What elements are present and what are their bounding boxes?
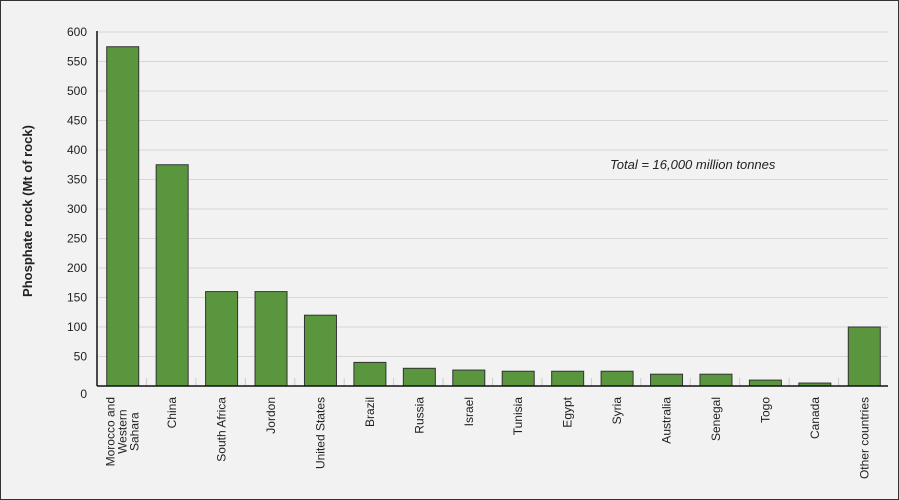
x-category-label: Russia bbox=[412, 397, 426, 434]
x-category-label: United States bbox=[313, 397, 327, 469]
x-category-label-line: Morocco and bbox=[104, 397, 118, 466]
y-tick-label: 550 bbox=[67, 55, 87, 69]
x-category-label: Jordon bbox=[264, 397, 278, 434]
x-category-label-line: China bbox=[165, 397, 179, 429]
bar bbox=[699, 373, 733, 387]
x-category-label-line: Australia bbox=[660, 397, 674, 444]
x-category-label-line: Egypt bbox=[561, 396, 575, 427]
y-tick-label: 450 bbox=[67, 114, 87, 128]
bar bbox=[106, 46, 140, 387]
x-category-label: Australia bbox=[660, 397, 674, 444]
x-category-label: Togo bbox=[758, 397, 772, 423]
x-category-label-line: Tunisia bbox=[511, 397, 525, 436]
x-category-label-line: Syria bbox=[610, 397, 624, 425]
x-category-label: Other countries bbox=[857, 397, 871, 479]
bar bbox=[551, 370, 585, 387]
bars bbox=[106, 46, 881, 387]
x-category-label-line: Canada bbox=[808, 397, 822, 439]
bar bbox=[254, 291, 288, 387]
bar bbox=[600, 370, 634, 387]
bar bbox=[303, 314, 337, 387]
y-tick-label: 0 bbox=[80, 387, 87, 401]
x-category-label-line: Senegal bbox=[709, 397, 723, 441]
bar bbox=[353, 361, 387, 387]
x-category-label-line: South Africa bbox=[215, 397, 229, 462]
bar bbox=[205, 291, 239, 387]
y-tick-label: 600 bbox=[67, 25, 87, 39]
x-category-label-line: Togo bbox=[758, 397, 772, 423]
y-tick-label: 250 bbox=[67, 232, 87, 246]
x-category-label: China bbox=[165, 397, 179, 429]
y-tick-label: 400 bbox=[67, 143, 87, 157]
y-tick-label: 50 bbox=[74, 350, 88, 364]
bar bbox=[155, 164, 189, 387]
y-tick-label: 150 bbox=[67, 291, 87, 305]
y-axis-label: Phosphate rock (Mt of rock) bbox=[20, 125, 35, 297]
x-category-label: South Africa bbox=[215, 397, 229, 462]
x-category-label-line: Brazil bbox=[363, 397, 377, 427]
x-category-label: Syria bbox=[610, 397, 624, 425]
axes bbox=[96, 31, 888, 387]
x-category-label-line: Jordon bbox=[264, 397, 278, 434]
x-category-label: Senegal bbox=[709, 397, 723, 441]
bar bbox=[847, 326, 881, 387]
x-category-label: Tunisia bbox=[511, 397, 525, 436]
x-category-label-line: United States bbox=[313, 397, 327, 469]
x-category-label-line: Sahara bbox=[128, 412, 142, 451]
x-category-label-line: Russia bbox=[412, 397, 426, 434]
x-category-label-line: Other countries bbox=[857, 397, 871, 479]
x-category-label: Israel bbox=[462, 397, 476, 426]
x-category-label: Brazil bbox=[363, 397, 377, 427]
y-tick-label: 100 bbox=[67, 320, 87, 334]
total-annotation: Total = 16,000 million tonnes bbox=[610, 157, 776, 172]
bar bbox=[650, 373, 684, 387]
x-category-label: Canada bbox=[808, 397, 822, 439]
bar bbox=[452, 369, 486, 387]
x-category-labels: Morocco andWesternSahara China South Afric… bbox=[104, 396, 872, 479]
y-tick-labels: 0 50 100 150 200 250 300 350 400 450 500 550 600 bbox=[67, 25, 87, 401]
bar bbox=[748, 379, 782, 387]
x-category-label: Egypt bbox=[561, 396, 575, 427]
y-tick-label: 350 bbox=[67, 173, 87, 187]
y-tick-label: 500 bbox=[67, 84, 87, 98]
y-tick-label: 200 bbox=[67, 261, 87, 275]
x-category-label-line: Western bbox=[116, 409, 130, 453]
x-category-label: Morocco andWesternSahara bbox=[104, 397, 142, 466]
bar bbox=[501, 370, 535, 387]
y-tick-label: 300 bbox=[67, 202, 87, 216]
x-category-label-line: Israel bbox=[462, 397, 476, 426]
bar bbox=[402, 367, 436, 387]
